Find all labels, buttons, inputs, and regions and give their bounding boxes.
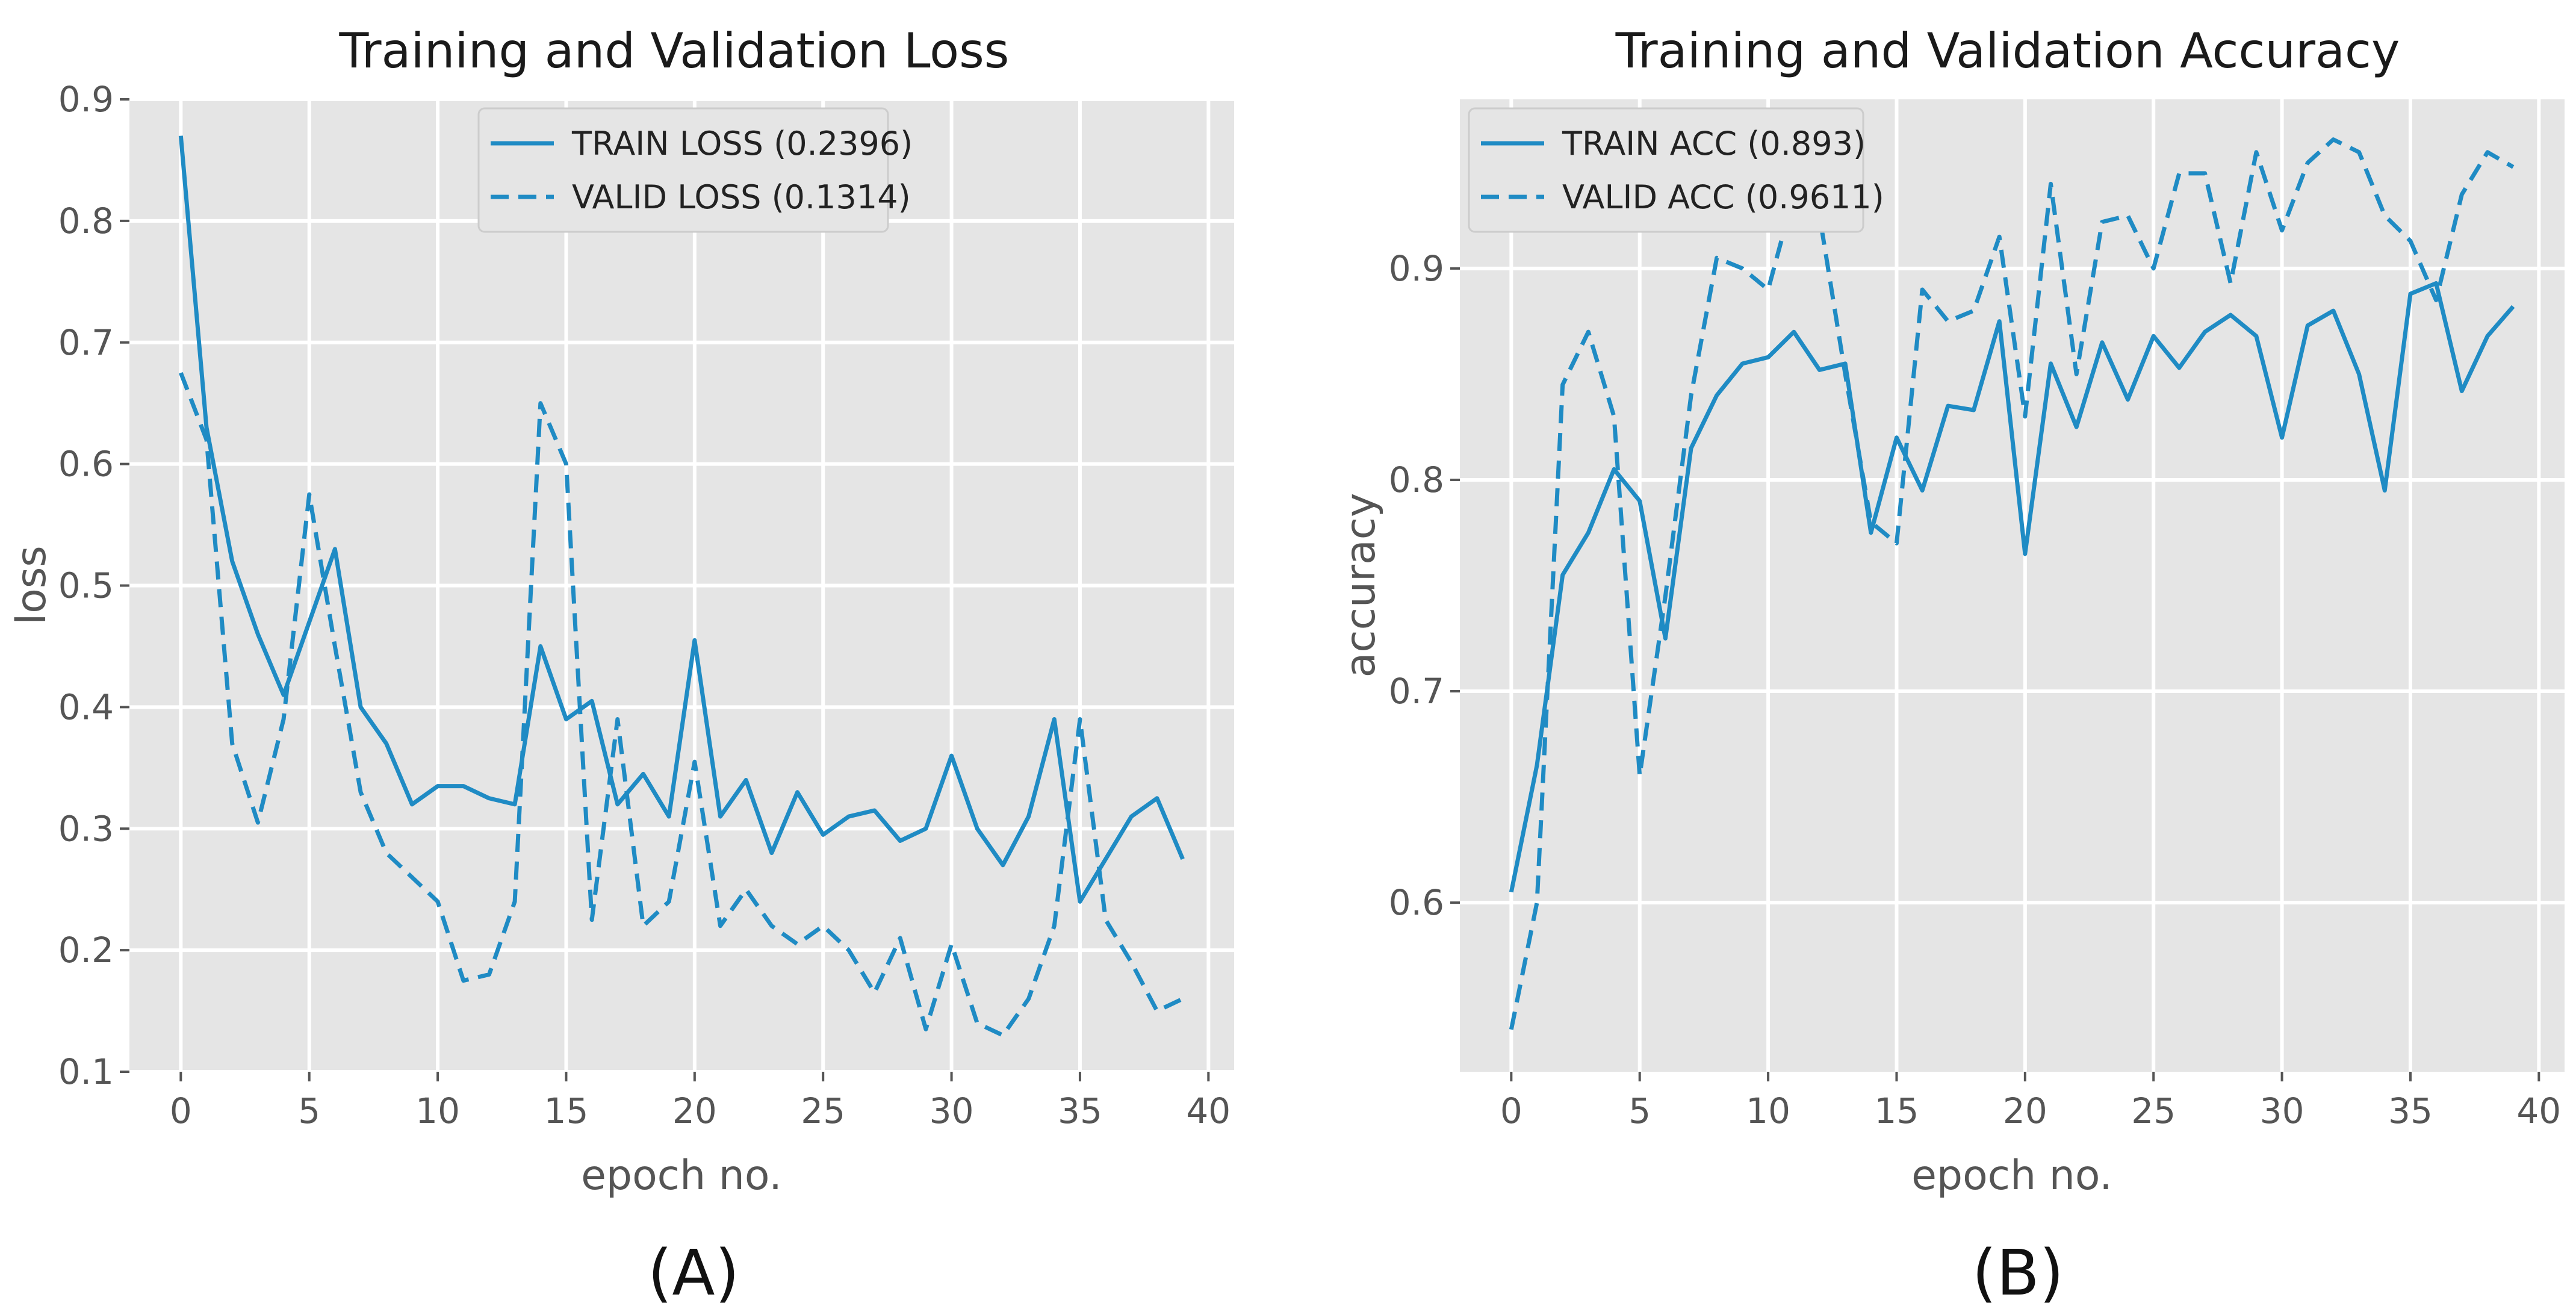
loss-x-tick-label: 30 [930,1090,974,1131]
accuracy-chart-title: Training and Validation Accuracy [1615,23,2400,79]
accuracy-x-tick-label: 40 [2516,1090,2561,1131]
loss-x-tick-label: 5 [298,1090,320,1131]
loss-x-tick-label: 10 [415,1090,460,1131]
loss-y-tick-label: 0.3 [58,808,114,849]
accuracy-y-tick-label: 0.8 [1389,459,1444,500]
accuracy-x-axis-label: epoch no. [1911,1152,2112,1199]
loss-y-tick-label: 0.9 [58,79,114,120]
accuracy-x-tick-label: 30 [2260,1090,2304,1131]
accuracy-y-tick-label: 0.6 [1389,882,1444,923]
loss-x-tick-label: 20 [672,1090,717,1131]
accuracy-x-tick-label: 0 [1500,1090,1522,1131]
loss-legend: TRAIN LOSS (0.2396) VALID LOSS (0.1314) [477,107,913,233]
accuracy-panel-caption: (B) [1972,1236,2064,1310]
loss-x-tick-label: 25 [801,1090,845,1131]
loss-train-series-line [178,135,1185,904]
loss-x-tick-label: 35 [1058,1090,1102,1131]
accuracy-legend-valid-label: VALID ACC (0.9611) [1562,178,1884,216]
accuracy-y-tick-label: 0.9 [1389,248,1444,289]
loss-x-tick-label: 0 [170,1090,192,1131]
loss-y-tick-label: 0.4 [58,686,114,727]
loss-y-tick-label: 0.5 [58,565,114,606]
loss-legend-valid-label: VALID LOSS (0.1314) [572,178,911,216]
accuracy-x-tick-label: 10 [1746,1090,1790,1131]
loss-legend-box [477,107,889,233]
loss-y-tick-label: 0.2 [58,930,114,971]
loss-x-axis-label: epoch no. [581,1152,782,1199]
accuracy-legend: TRAIN ACC (0.893) VALID ACC (0.9611) [1468,107,1884,233]
accuracy-train-series-line [1509,281,2515,893]
loss-y-tick-label: 0.8 [58,201,114,241]
loss-y-axis-label: loss [8,546,55,624]
loss-y-tick-label: 0.7 [58,322,114,363]
loss-legend-train-label: TRAIN LOSS (0.2396) [571,125,913,163]
accuracy-y-axis-label: accuracy [1337,493,1385,678]
loss-panel-caption: (A) [648,1236,739,1310]
accuracy-x-tick-label: 20 [2003,1090,2047,1131]
loss-x-tick-label: 15 [544,1090,589,1131]
loss-chart-panel: Training and Validation Loss 0 5 10 15 20 25 3… [8,23,1234,1310]
loss-valid-series-line [179,372,1184,1037]
accuracy-x-tick-label: 35 [2388,1090,2433,1131]
accuracy-x-tick-label: 25 [2131,1090,2176,1131]
loss-y-tick-label: 0.6 [58,444,114,485]
loss-chart-title: Training and Validation Loss [339,23,1010,79]
accuracy-x-tick-label: 5 [1628,1090,1651,1131]
loss-y-tick-label: 0.1 [58,1051,114,1092]
accuracy-x-tick-label: 15 [1875,1090,1919,1131]
accuracy-y-tick-label: 0.7 [1389,671,1444,712]
accuracy-legend-train-label: TRAIN ACC (0.893) [1562,125,1866,163]
accuracy-chart-panel: Training and Validation Accuracy 0 5 10 15 2… [1337,23,2565,1310]
accuracy-legend-box [1468,107,1864,233]
accuracy-plot-area [1460,99,2565,1072]
loss-x-tick-label: 40 [1186,1090,1231,1131]
